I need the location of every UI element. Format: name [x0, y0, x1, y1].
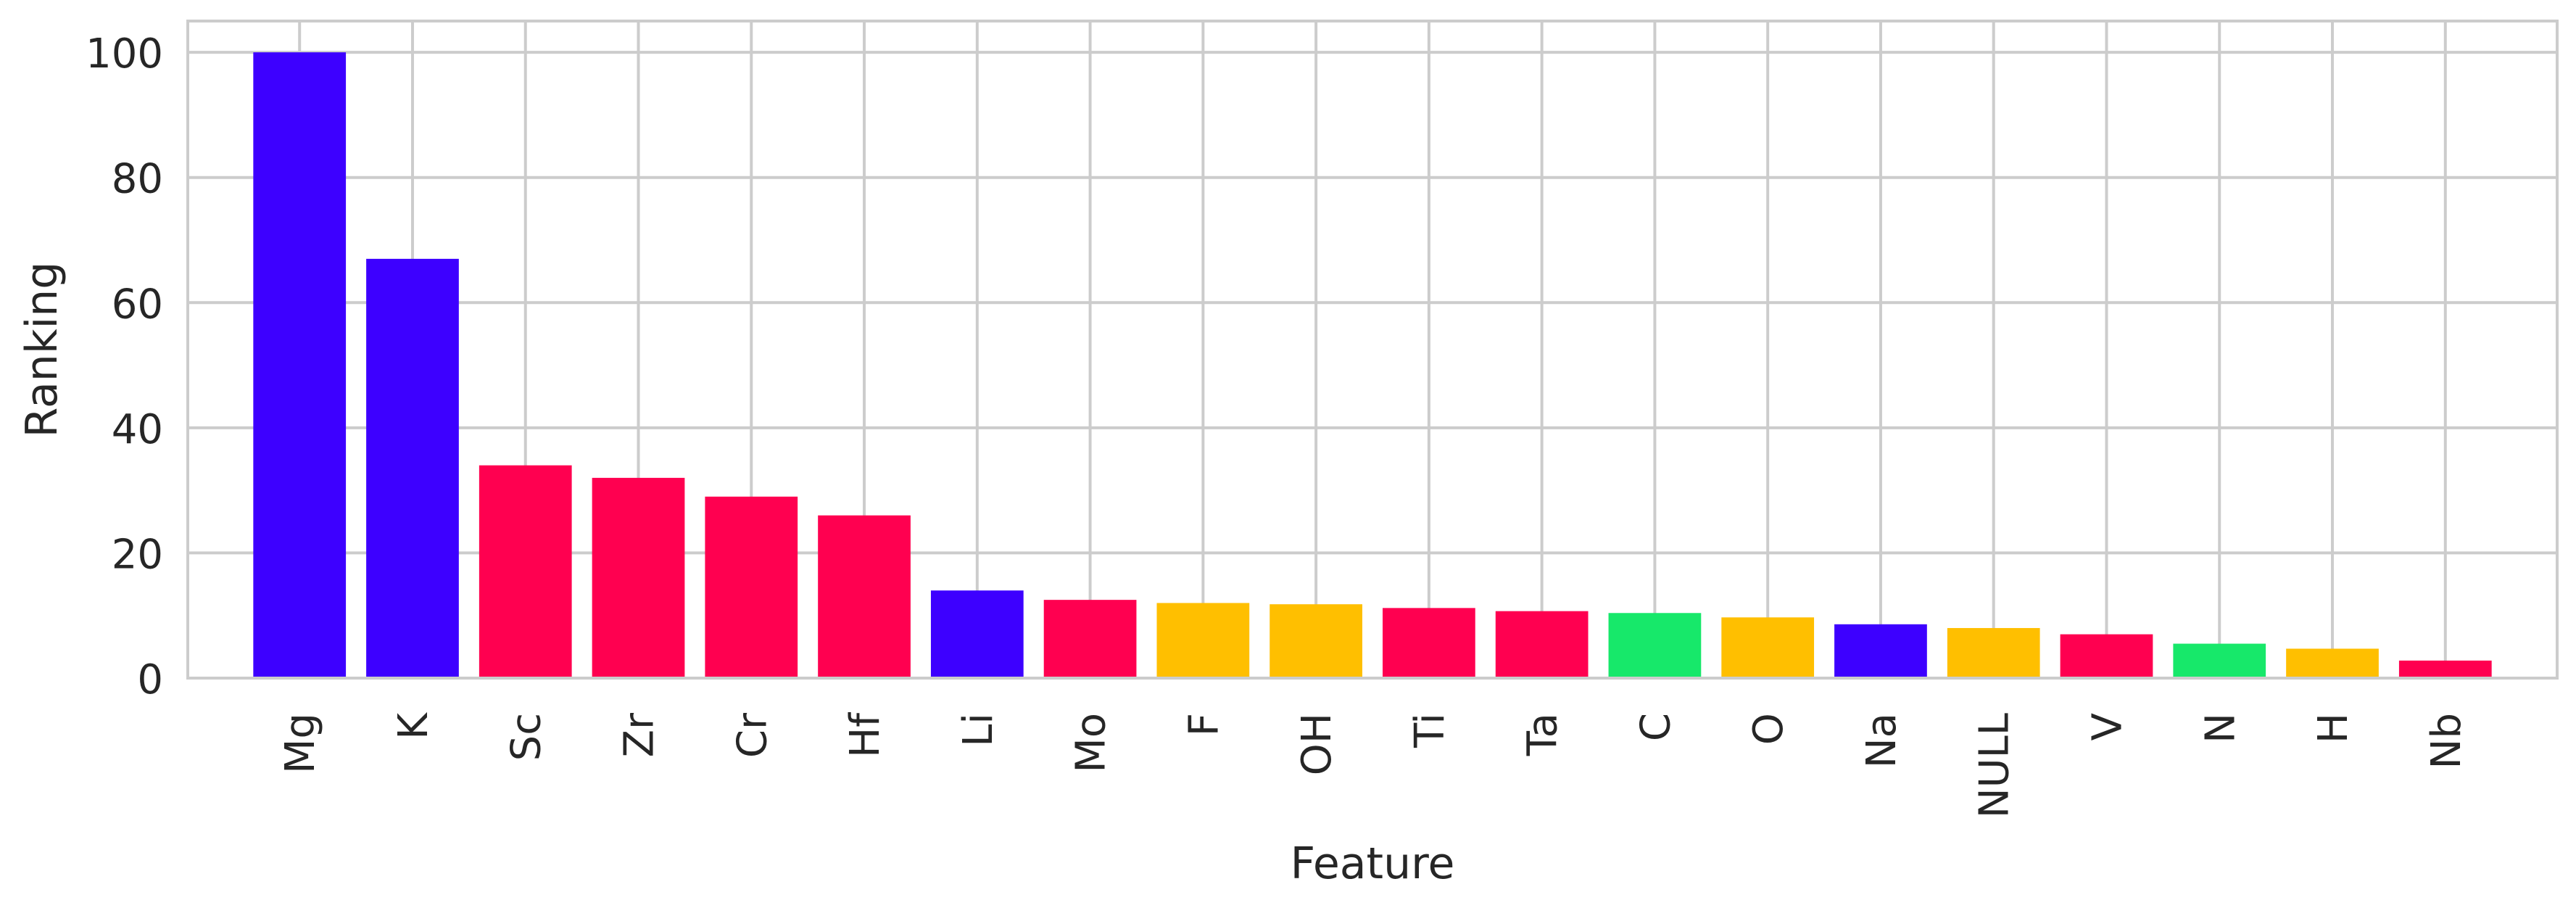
x-tick-label: Nb: [2423, 713, 2470, 769]
x-tick-label: C: [1632, 713, 1679, 741]
bar-li: [930, 590, 1024, 678]
x-tick-label: Na: [1858, 713, 1905, 768]
x-tick-label: Mg: [277, 713, 324, 774]
bar-f: [1156, 603, 1250, 678]
bar-n: [2173, 643, 2266, 678]
bar-k: [366, 258, 459, 678]
bar-sc: [479, 465, 572, 678]
y-tick-label: 100: [86, 30, 163, 78]
plot-frame: [186, 20, 2559, 680]
bar-zr: [592, 477, 685, 678]
y-tick-label: 80: [112, 156, 163, 203]
bar-null: [1947, 627, 2040, 678]
x-tick-label: Li: [955, 713, 1002, 747]
bar-hf: [818, 515, 911, 678]
x-tick-label: Cr: [729, 712, 776, 758]
x-tick-label: Ta: [1520, 713, 1567, 756]
y-axis-label: Ranking: [17, 262, 67, 438]
bars: [253, 52, 2492, 678]
x-tick-label: Mo: [1068, 713, 1115, 773]
x-tick-label: V: [2084, 713, 2131, 740]
x-tick-label: Hf: [842, 712, 889, 758]
bar-na: [1834, 624, 1927, 678]
x-tick-label: F: [1180, 713, 1227, 736]
x-tick-label: Zr: [616, 712, 663, 757]
bar-nb: [2398, 660, 2492, 678]
bar-ti: [1383, 608, 1475, 678]
y-tick-label: 40: [112, 406, 163, 453]
bar-h: [2286, 648, 2379, 678]
y-tick-label: 0: [137, 656, 163, 703]
grid-lines: [188, 21, 2557, 680]
x-tick-label: K: [390, 712, 437, 740]
x-tick-label: O: [1745, 713, 1792, 745]
bar-mg: [253, 52, 347, 678]
bar-ta: [1495, 611, 1589, 678]
x-tick-labels: Mg K Sc Zr Cr Hf Li Mo F OH Ti Ta C O Na NULL V N H Nb: [277, 712, 2470, 819]
y-tick-label: 60: [112, 281, 163, 328]
x-tick-label: N: [2197, 713, 2244, 743]
y-tick-label: 20: [112, 531, 163, 578]
bar-v: [2060, 634, 2153, 678]
x-tick-label: OH: [1293, 713, 1341, 775]
bar-oh: [1270, 604, 1362, 678]
x-tick-label: Ti: [1407, 713, 1454, 748]
x-tick-label: H: [2310, 713, 2357, 743]
y-tick-labels: 0 20 40 60 80 100: [86, 30, 163, 703]
bar-cr: [705, 496, 798, 678]
bar-o: [1721, 617, 1815, 678]
x-tick-label: Sc: [503, 713, 550, 761]
bar-c: [1608, 613, 1702, 678]
x-axis-label: Feature: [1291, 838, 1455, 889]
x-tick-label: NULL: [1971, 713, 2018, 818]
bar-mo: [1043, 600, 1137, 678]
